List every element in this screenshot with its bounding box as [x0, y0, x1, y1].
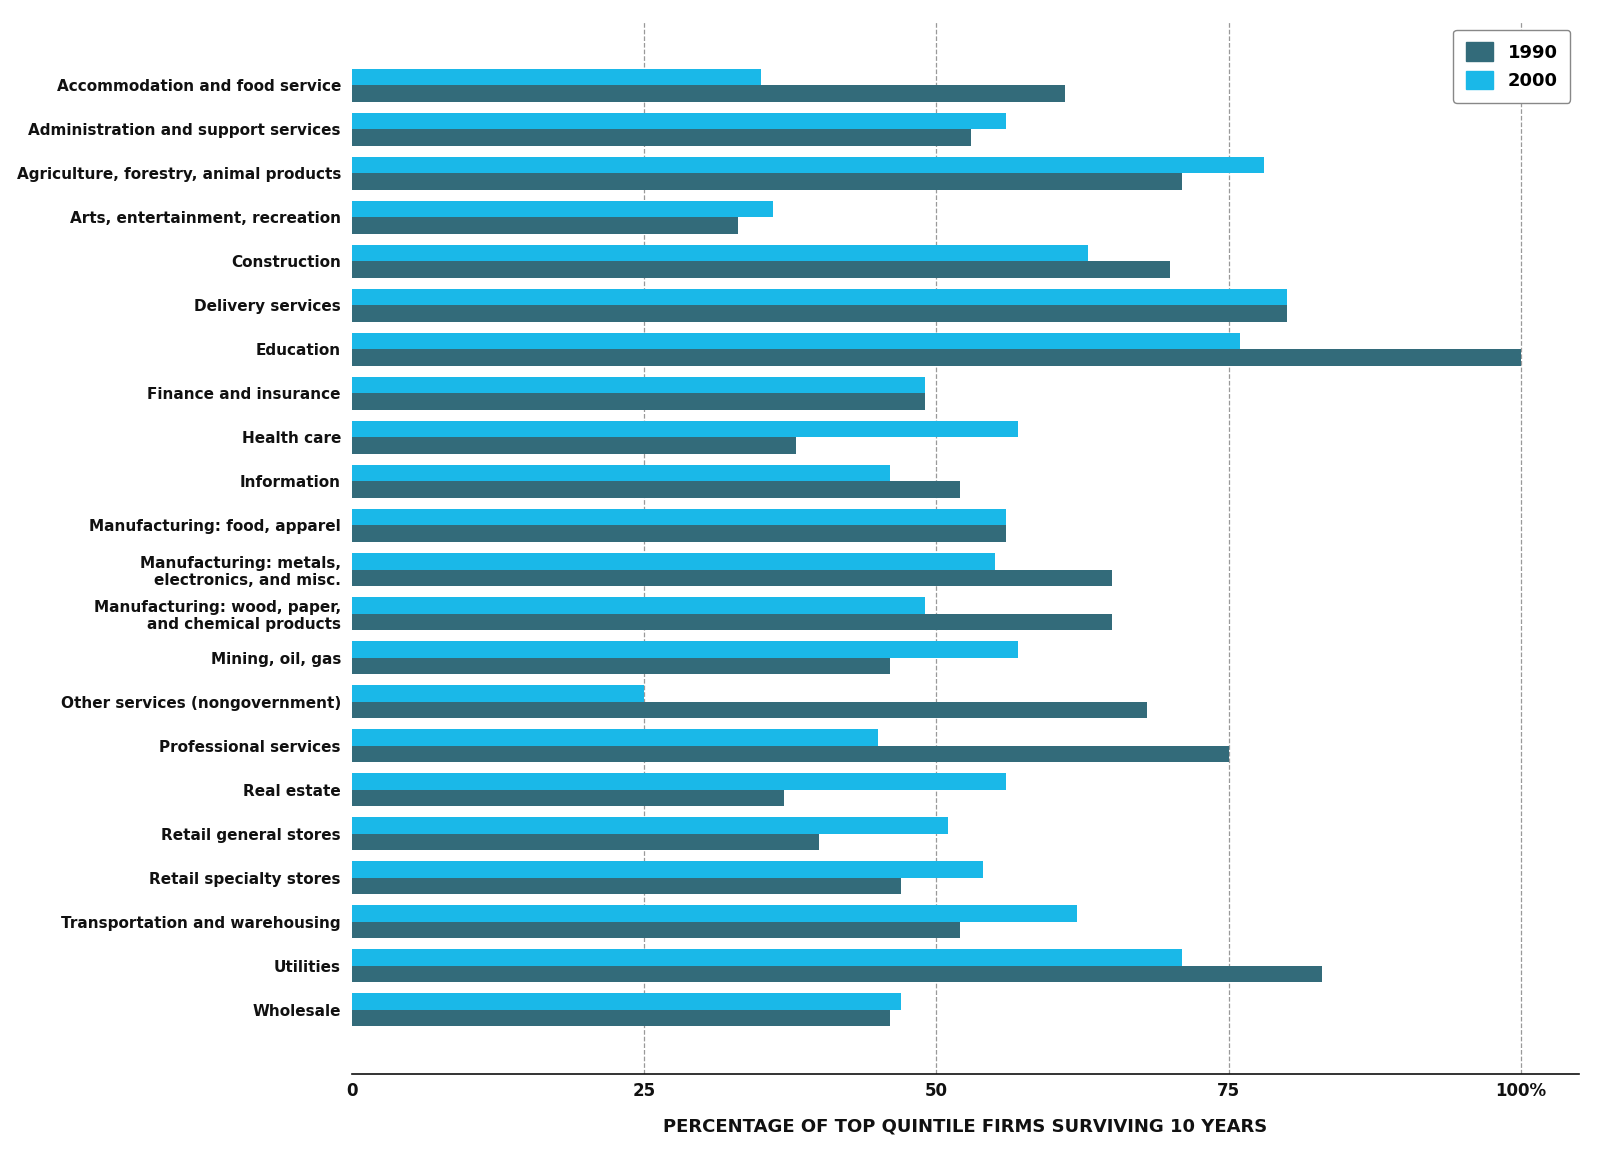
Bar [352, 817, 949, 833]
Bar [352, 129, 971, 146]
Bar [352, 773, 1006, 790]
Bar [352, 86, 1066, 102]
Bar [352, 465, 890, 482]
Bar [352, 377, 925, 393]
Bar [352, 949, 1182, 965]
Bar [352, 1009, 890, 1027]
Bar [352, 614, 1112, 630]
Bar [352, 570, 1112, 586]
Bar [352, 333, 1240, 349]
Bar [352, 877, 901, 895]
Bar [352, 173, 1182, 191]
Bar [352, 421, 1018, 437]
Bar [352, 553, 995, 570]
Bar [352, 684, 645, 702]
Bar [352, 833, 819, 851]
Bar [352, 658, 890, 674]
Bar [352, 68, 762, 86]
Bar [352, 905, 1077, 921]
Bar [352, 305, 1286, 323]
Bar [352, 921, 960, 939]
Bar [352, 746, 1229, 762]
Bar [352, 349, 1520, 366]
Bar [352, 790, 784, 806]
Bar [352, 289, 1286, 305]
Bar [352, 728, 878, 746]
Bar [352, 861, 982, 877]
Bar [352, 113, 1006, 129]
Bar [352, 437, 797, 454]
Bar [352, 509, 1006, 526]
Bar [352, 596, 925, 614]
Bar [352, 217, 738, 235]
Bar [352, 640, 1018, 658]
Bar [352, 702, 1147, 718]
Bar [352, 482, 960, 498]
Bar [352, 261, 1170, 279]
Bar [352, 393, 925, 410]
Legend: 1990, 2000: 1990, 2000 [1453, 30, 1570, 103]
Bar [352, 965, 1322, 983]
Bar [352, 526, 1006, 542]
Bar [352, 201, 773, 217]
Bar [352, 245, 1088, 261]
Bar [352, 157, 1264, 173]
Bar [352, 993, 901, 1009]
X-axis label: PERCENTAGE OF TOP QUINTILE FIRMS SURVIVING 10 YEARS: PERCENTAGE OF TOP QUINTILE FIRMS SURVIVI… [664, 1117, 1267, 1135]
